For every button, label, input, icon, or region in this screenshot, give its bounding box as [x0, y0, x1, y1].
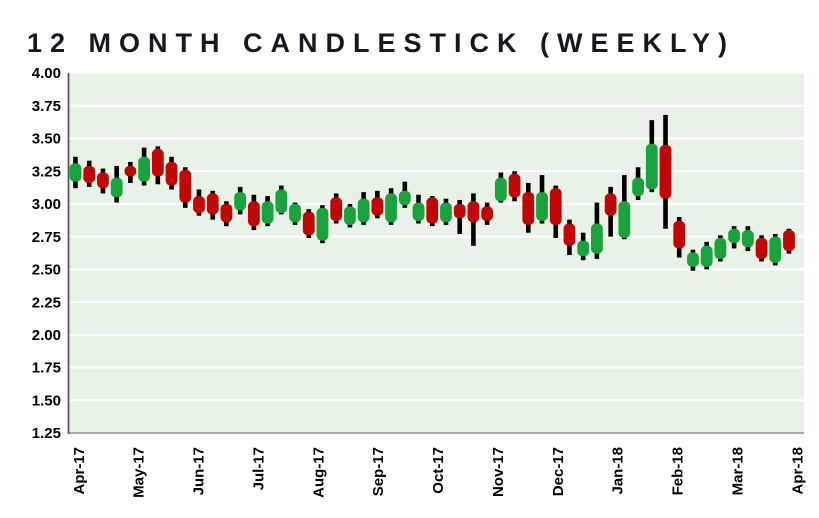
- candle-up: [385, 193, 397, 223]
- candle-down: [426, 197, 439, 224]
- x-axis-label: Sep-17: [370, 447, 387, 496]
- candle-up: [618, 201, 631, 238]
- candle-up: [728, 228, 741, 244]
- y-axis-label: 2.25: [32, 294, 61, 311]
- y-axis-label: 4.00: [32, 65, 61, 82]
- candle-up: [344, 206, 356, 225]
- candle-up: [69, 163, 82, 182]
- x-axis-label: Jul-17: [250, 447, 267, 490]
- y-axis-label: 3.50: [32, 131, 61, 148]
- x-axis-label: Jun-17: [191, 447, 208, 495]
- candle-down: [330, 197, 343, 221]
- candle-up: [494, 177, 507, 202]
- y-axis-label: 2.75: [32, 229, 61, 246]
- candle-down: [508, 173, 521, 198]
- candle-down: [563, 223, 576, 246]
- candle-up: [138, 156, 151, 182]
- x-axis-label: Nov-17: [490, 447, 507, 497]
- candle-down: [193, 196, 205, 214]
- x-axis-label: Apr-18: [789, 447, 806, 495]
- candle-down: [659, 145, 672, 199]
- candle-up: [275, 189, 288, 214]
- candle-up: [700, 245, 713, 267]
- candle-up: [398, 190, 411, 206]
- candle-up: [357, 198, 370, 223]
- candle-down: [97, 172, 109, 189]
- y-axis-label: 3.25: [32, 163, 61, 180]
- candle-up: [234, 192, 247, 211]
- candle-down: [481, 206, 494, 221]
- y-axis-label: 1.50: [32, 392, 61, 409]
- candle-up: [591, 223, 603, 254]
- candle-up: [769, 236, 782, 263]
- y-axis-label: 2.00: [32, 327, 61, 344]
- y-axis-label: 2.50: [32, 262, 61, 279]
- candle-down: [522, 192, 535, 225]
- candle-up: [645, 143, 658, 190]
- candle-up: [632, 177, 644, 197]
- candle-down: [755, 237, 768, 259]
- y-axis-label: 1.75: [32, 360, 61, 377]
- candle-up: [289, 203, 301, 223]
- candle-down: [302, 211, 315, 236]
- candle-down: [179, 169, 192, 203]
- candle-up: [412, 202, 425, 221]
- x-axis-label: Feb-18: [670, 447, 687, 495]
- x-axis-label: May-17: [131, 447, 148, 498]
- candle-up: [316, 207, 329, 241]
- x-axis-label: Mar-18: [729, 447, 746, 495]
- candle-down: [206, 193, 219, 215]
- candle-down: [549, 188, 562, 225]
- y-axis-label: 1.25: [32, 425, 61, 442]
- candle-up: [687, 252, 699, 267]
- chart-title: 12 MONTH CANDLESTICK (WEEKLY): [27, 28, 736, 59]
- candle-up: [261, 201, 274, 224]
- candle-down: [371, 197, 384, 216]
- y-axis-label: 3.75: [32, 98, 61, 115]
- x-axis-label: Aug-17: [310, 447, 327, 498]
- candle-down: [467, 201, 480, 223]
- candle-up: [110, 177, 123, 198]
- candle-up: [714, 237, 727, 259]
- x-axis-label: Dec-17: [550, 447, 567, 496]
- x-axis-label: Jan-18: [610, 447, 627, 495]
- candle-up: [741, 230, 754, 248]
- candle-down: [604, 193, 617, 216]
- candle-down: [83, 165, 96, 183]
- x-axis-label: Oct-17: [430, 447, 447, 494]
- candle-down: [165, 162, 178, 186]
- candle-up: [577, 240, 590, 257]
- candle-down: [247, 201, 260, 227]
- candle-down: [151, 148, 164, 177]
- candle-down: [124, 165, 137, 177]
- candle-down: [783, 230, 795, 252]
- x-axis-label: Apr-17: [71, 447, 88, 495]
- y-axis-label: 3.00: [32, 196, 61, 213]
- candle-up: [440, 202, 452, 223]
- candle-up: [536, 192, 548, 221]
- candle-down: [220, 203, 233, 223]
- candle-down: [673, 220, 686, 249]
- candle-down: [453, 203, 466, 219]
